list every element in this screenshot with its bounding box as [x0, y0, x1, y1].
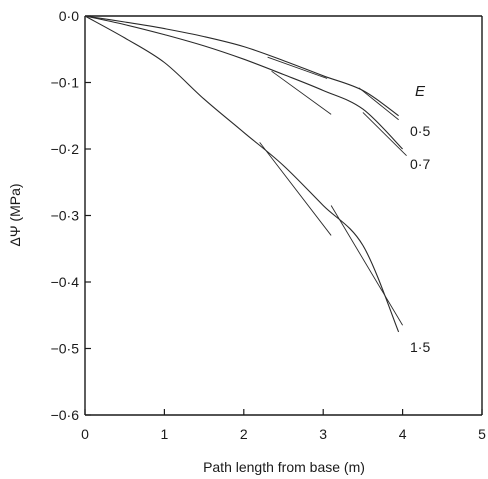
y-tick-label: −0·3 [51, 208, 80, 224]
x-tick-label: 0 [81, 426, 89, 442]
x-tick-label: 4 [399, 426, 407, 442]
x-tick-label: 1 [161, 426, 169, 442]
y-tick-label: −0·2 [51, 141, 80, 157]
series-label: 1·5 [410, 339, 430, 355]
series-segment [330, 205, 403, 326]
x-tick-label: 3 [319, 426, 327, 442]
series-line [84, 15, 399, 117]
series-segment [259, 142, 332, 236]
y-tick-label: −0·6 [51, 407, 80, 423]
y-tick-label: −0·1 [51, 75, 80, 91]
series-segment [358, 87, 399, 121]
legend-title: E [415, 83, 426, 100]
y-tick-label: −0·4 [51, 274, 80, 290]
axes [84, 15, 483, 416]
x-tick-label: 2 [240, 426, 248, 442]
x-axis-title: Path length from base (m) [203, 459, 365, 475]
series-segment [271, 70, 332, 115]
x-tick-label: 5 [478, 426, 486, 442]
series-segment [267, 56, 328, 79]
ticks: 0 1 2 3 4 5 0·0 −0·1 −0·2 −0·3 −0·4 −0·5 −0·6 [51, 8, 487, 442]
labels: Path length from base (m) ΔΨ (MPa) E [7, 83, 426, 475]
curves: 0·5 0·7 1·5 [84, 15, 430, 355]
y-axis-title: ΔΨ (MPa) [7, 183, 23, 246]
series-line [84, 15, 400, 333]
series-label: 0·7 [410, 156, 430, 172]
series-label: 0·5 [410, 123, 430, 139]
series-line [84, 15, 403, 150]
y-tick-label: −0·5 [51, 341, 80, 357]
series-segment [362, 112, 407, 156]
y-tick-label: 0·0 [59, 8, 79, 24]
